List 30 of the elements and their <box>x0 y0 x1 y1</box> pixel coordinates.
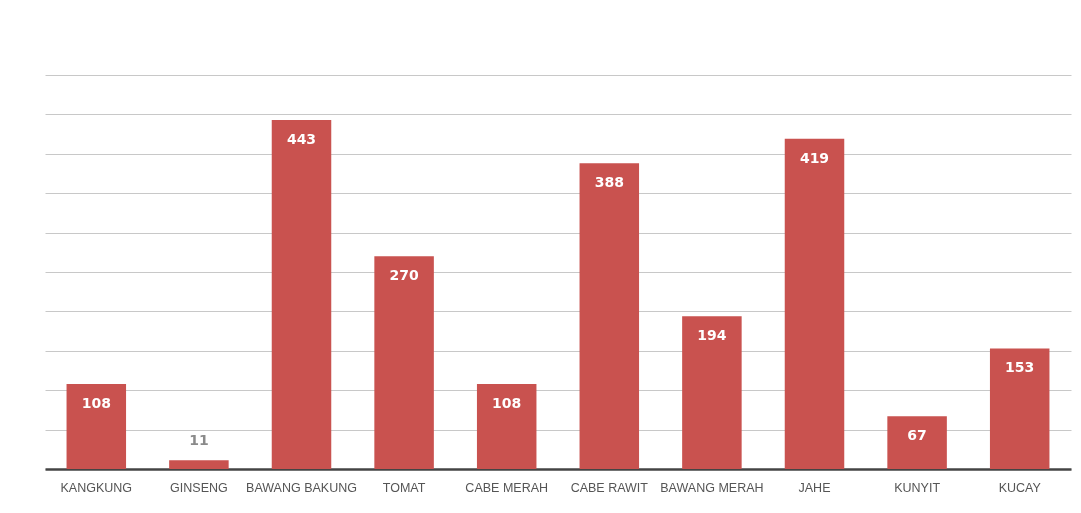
data-label: 11 <box>189 432 209 449</box>
data-label: 443 <box>286 130 317 147</box>
bar <box>374 256 434 469</box>
data-label: 153 <box>1005 359 1035 376</box>
data-label: 419 <box>799 149 830 166</box>
bar <box>271 119 332 469</box>
x-tick-label: JAHE <box>798 480 831 495</box>
x-tick-label: BAWANG MERAH <box>660 480 764 495</box>
data-label: 194 <box>697 327 727 344</box>
x-tick-label: TOMAT <box>382 480 426 495</box>
bar <box>784 138 845 469</box>
x-tick-label: KUCAY <box>998 480 1042 495</box>
data-label: 108 <box>492 394 522 411</box>
bar <box>169 460 229 469</box>
x-tick-label: KUNYIT <box>894 480 941 495</box>
bar <box>989 348 1050 469</box>
bar <box>66 383 127 469</box>
x-tick-label: CABE RAWIT <box>570 480 649 495</box>
x-tick-label: GINSENG <box>170 480 228 495</box>
bar <box>887 416 947 469</box>
bar <box>682 316 742 469</box>
x-tick-label: CABE MERAH <box>465 480 549 495</box>
bar <box>476 383 537 469</box>
x-tick-label: BAWANG BAKUNG <box>246 480 357 495</box>
bar <box>579 163 640 469</box>
data-label: 388 <box>594 174 624 191</box>
data-label: 270 <box>389 267 419 284</box>
data-label: 67 <box>907 427 927 444</box>
x-tick-label: KANGKUNG <box>60 480 133 495</box>
data-label: 108 <box>81 394 111 411</box>
